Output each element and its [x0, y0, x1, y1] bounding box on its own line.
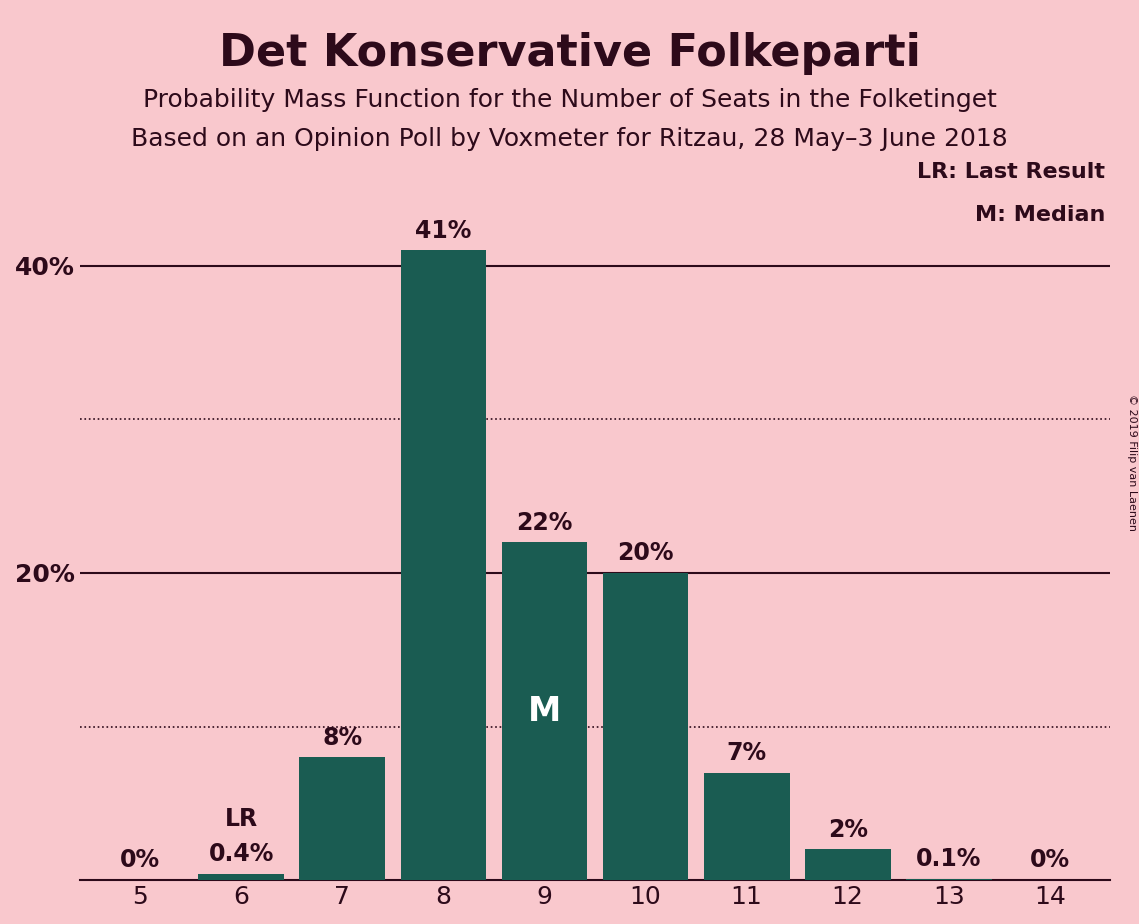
Text: 0.4%: 0.4%	[208, 843, 274, 867]
Text: M: M	[527, 695, 562, 728]
Text: LR: Last Result: LR: Last Result	[917, 162, 1105, 182]
Text: Det Konservative Folkeparti: Det Konservative Folkeparti	[219, 32, 920, 76]
Text: 0.1%: 0.1%	[916, 847, 982, 871]
Text: 8%: 8%	[322, 725, 362, 749]
Text: 0%: 0%	[1030, 848, 1070, 872]
Bar	[198, 874, 285, 881]
Bar	[501, 542, 588, 881]
Text: 20%: 20%	[617, 541, 674, 565]
Text: Based on an Opinion Poll by Voxmeter for Ritzau, 28 May–3 June 2018: Based on an Opinion Poll by Voxmeter for…	[131, 127, 1008, 151]
Bar	[804, 849, 891, 881]
Text: LR: LR	[224, 807, 257, 831]
Bar	[704, 772, 789, 881]
Text: © 2019 Filip van Laenen: © 2019 Filip van Laenen	[1126, 394, 1137, 530]
Text: M: Median: M: Median	[975, 205, 1105, 225]
Text: 2%: 2%	[828, 818, 868, 842]
Text: 7%: 7%	[727, 741, 767, 765]
Text: 0%: 0%	[121, 848, 161, 872]
Bar	[401, 250, 486, 881]
Bar	[906, 879, 992, 881]
Text: 41%: 41%	[416, 219, 472, 243]
Text: Probability Mass Function for the Number of Seats in the Folketinget: Probability Mass Function for the Number…	[142, 88, 997, 112]
Bar	[300, 758, 385, 881]
Text: 22%: 22%	[516, 511, 573, 535]
Bar	[603, 573, 688, 881]
